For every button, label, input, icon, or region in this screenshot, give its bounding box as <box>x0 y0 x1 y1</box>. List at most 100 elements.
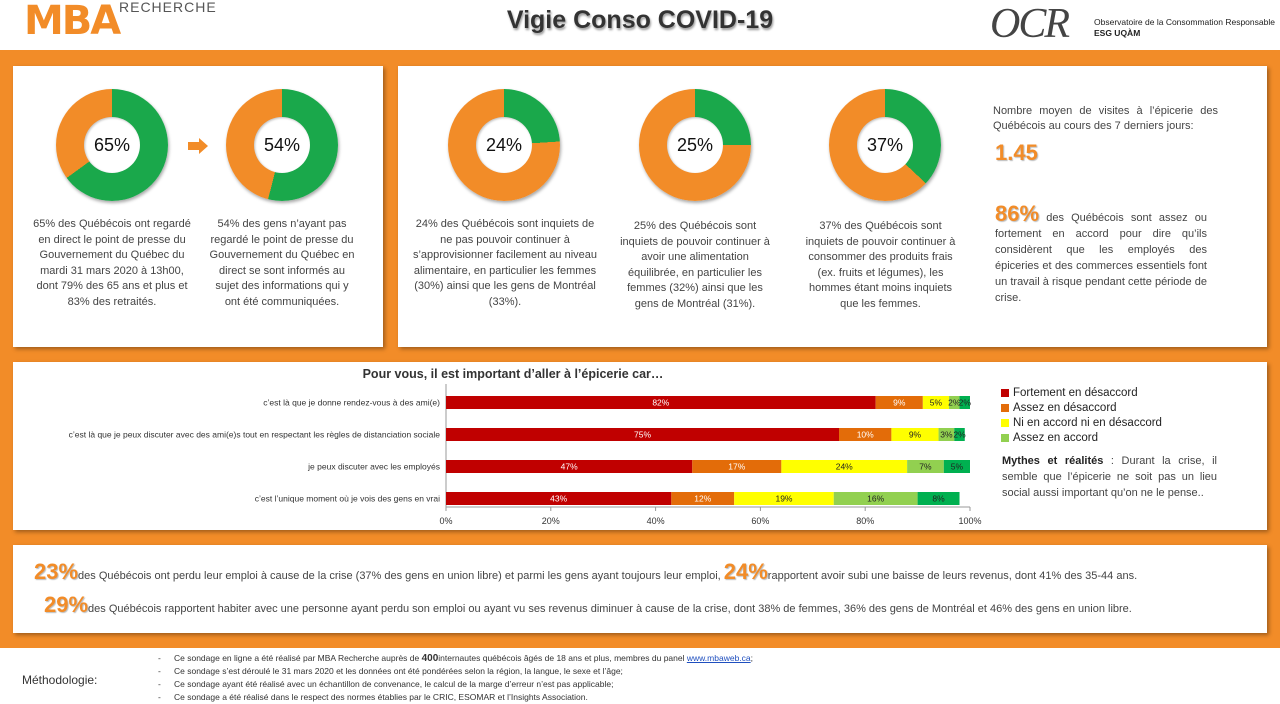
stat-text: des Québécois rapportent habiter avec un… <box>88 603 1132 615</box>
donut-value: 37% <box>857 117 913 173</box>
methodology-list: - Ce sondage en ligne a été réalisé par M… <box>158 652 753 704</box>
page-title: Vigie Conso COVID-19 <box>506 6 774 34</box>
stat-text: rapportent avoir subi une baisse de leur… <box>767 570 1138 582</box>
donut-caption: 25% des Québécois sont inquiets de pouvo… <box>620 220 770 310</box>
data-label: 2% <box>948 398 961 408</box>
legend-label: Fortement en désaccord <box>1013 386 1138 399</box>
methodology-item: - Ce sondage s’est déroulé le 31 mars 202… <box>158 666 623 676</box>
category-label: c’est là que je donne rendez-vous à des … <box>263 398 440 408</box>
data-label: 9% <box>909 430 922 440</box>
category-label: je peux discuter avec les employés <box>307 462 440 472</box>
x-tick-label: 40% <box>647 516 665 526</box>
arrow-right-icon <box>188 138 208 154</box>
methodology-item: - Ce sondage en ligne a été réalisé par M… <box>158 653 754 664</box>
data-label: 75% <box>634 430 651 440</box>
data-label: 24% <box>836 462 853 472</box>
data-label: 12% <box>694 494 711 504</box>
donut-value: 25% <box>667 117 723 173</box>
data-label: 16% <box>867 494 884 504</box>
stat-text: des Québécois sont assez ou fortement en… <box>995 212 1207 304</box>
donut-value: 54% <box>254 117 310 173</box>
bar-segment <box>446 396 876 409</box>
data-label: 2% <box>953 430 966 440</box>
category-label: c’est là que je peux discuter avec des a… <box>69 430 441 440</box>
donut-chart: 25% <box>639 89 751 201</box>
bar-segment <box>734 492 834 505</box>
data-label: 10% <box>857 430 874 440</box>
mba-logo: MBA <box>24 0 121 44</box>
data-label: 9% <box>893 398 906 408</box>
bar-segment <box>959 396 970 409</box>
header <box>0 0 1280 50</box>
data-label: 5% <box>930 398 943 408</box>
legend-swatch <box>1001 403 1009 412</box>
ocr-logo-line2: ESG UQÀM <box>1094 28 1141 38</box>
employment-line-1: 23%des Québécois ont perdu leur emploi à… <box>34 559 1137 585</box>
legend-swatch <box>1001 388 1009 397</box>
bar-segment <box>446 428 839 441</box>
x-tick-label: 0% <box>439 516 452 526</box>
bar-segment <box>943 460 970 473</box>
bar-segment <box>891 428 939 441</box>
data-label: 19% <box>775 494 792 504</box>
legend-label: Ni en accord ni en désaccord <box>1013 416 1162 429</box>
donut-caption: 37% des Québécois sont inquiets de pouvo… <box>805 220 956 310</box>
bar-segment <box>446 460 693 473</box>
donut-value: 24% <box>476 117 532 173</box>
bar-segment <box>954 428 965 441</box>
mbaweb-link[interactable]: www.mbaweb.ca <box>686 653 751 663</box>
employees-risk-stat: 86% des Québécois sont assez ou fortemen… <box>995 203 1207 306</box>
legend-label: Assez en désaccord <box>1013 401 1117 414</box>
methodology-item: - Ce sondage a été réalisé dans le respec… <box>158 692 588 702</box>
ocr-logo-line1: Observatoire de la Consommation Responsa… <box>1094 17 1275 27</box>
x-tick-label: 80% <box>856 516 874 526</box>
stat-percentage: 29% <box>44 592 89 617</box>
x-tick-label: 100% <box>958 516 981 526</box>
x-tick-label: 60% <box>751 516 769 526</box>
bar-segment <box>671 492 735 505</box>
bar-segment <box>446 492 672 505</box>
data-label: 43% <box>550 494 567 504</box>
data-label: 2% <box>959 398 972 408</box>
stacked-bar-chart: 0% 20% 40% 60% 80% 100% c’est là que je donne … <box>69 384 982 526</box>
avg-visits-label: Nombre moyen de visites à l’épicerie des… <box>993 105 1218 132</box>
panel-employment <box>13 545 1267 633</box>
bar-segment <box>938 428 955 441</box>
bar-segment <box>781 460 908 473</box>
legend-item: Fortement en désaccord <box>1001 385 1162 400</box>
stat-percentage: 23% <box>34 559 79 584</box>
legend-swatch <box>1001 418 1009 427</box>
stat-percentage: 24% <box>723 559 768 584</box>
bar-segment <box>839 428 892 441</box>
employment-line-2: 29%des Québécois rapportent habiter avec… <box>44 592 1132 618</box>
donut-chart: 24% <box>448 89 560 201</box>
data-label: 3% <box>940 430 953 440</box>
bar-segment <box>907 460 944 473</box>
data-label: 17% <box>728 462 745 472</box>
legend-item: Ni en accord ni en désaccord <box>1001 415 1162 430</box>
data-label: 82% <box>652 398 669 408</box>
donut-chart: 54% <box>226 89 338 201</box>
bar-segment <box>692 460 782 473</box>
legend-item: Assez en désaccord <box>1001 400 1162 415</box>
bar-segment <box>917 492 960 505</box>
donut-caption: 54% des gens n’ayant pas regardé le poin… <box>209 218 355 308</box>
ocr-logo: OCR <box>990 1 1070 47</box>
data-label: 8% <box>932 494 945 504</box>
data-label: 47% <box>561 462 578 472</box>
methodology-label: Méthodologie: <box>22 673 98 687</box>
mba-logo-subtitle: RECHERCHE <box>119 0 217 15</box>
legend-label: Assez en accord <box>1013 431 1099 444</box>
stat-text: des Québécois ont perdu leur emploi à ca… <box>78 570 721 582</box>
avg-visits-value: 1.45 <box>995 140 1038 165</box>
methodology-item: - Ce sondage ayant été réalisé avec un éc… <box>158 679 614 689</box>
x-tick-label: 20% <box>542 516 560 526</box>
donut-chart: 37% <box>829 89 941 201</box>
chart-title: Pour vous, il est important d’aller à l’… <box>362 367 664 381</box>
donut-chart: 65% <box>56 89 168 201</box>
bar-segment <box>922 396 950 409</box>
data-label: 7% <box>919 462 932 472</box>
legend-swatch <box>1001 433 1009 442</box>
bar-segment <box>833 492 918 505</box>
data-label: 5% <box>951 462 964 472</box>
